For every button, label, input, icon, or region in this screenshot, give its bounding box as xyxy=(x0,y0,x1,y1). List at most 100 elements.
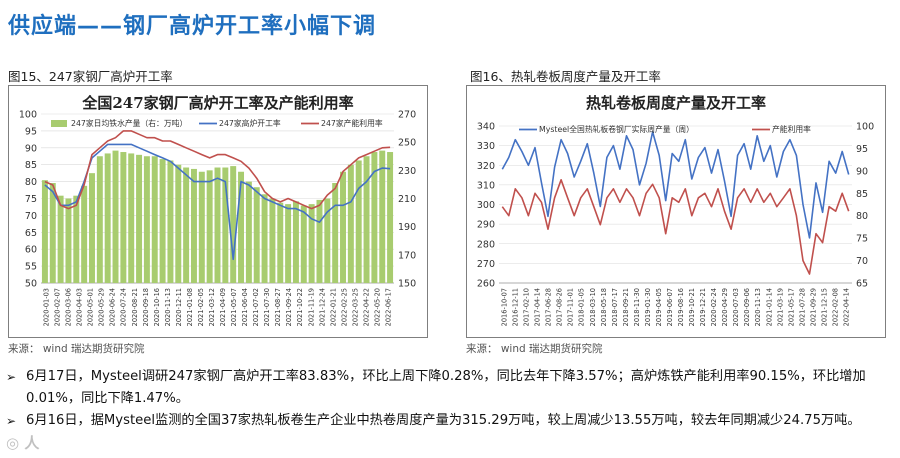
bar xyxy=(112,150,119,283)
bar xyxy=(292,201,299,283)
x-axis-tick-label: 2021-03-19 xyxy=(776,288,784,326)
bar xyxy=(324,198,331,283)
x-axis-tick-label: 2017-02-10 xyxy=(523,288,531,326)
x-axis-tick-label: 2018-05-18 xyxy=(600,288,608,326)
bar xyxy=(285,204,292,283)
left-axis-tick-label: 75 xyxy=(25,194,37,205)
right-axis-tick-label: 90 xyxy=(856,166,868,177)
bar xyxy=(104,153,111,283)
left-axis-tick-label: 60 xyxy=(25,245,37,256)
bar xyxy=(96,156,103,283)
x-axis-tick-label: 2021-04-09 xyxy=(219,288,227,326)
x-axis-tick-label: 2022-03-25 xyxy=(351,288,359,326)
x-axis-tick-label: 2020-12-11 xyxy=(175,288,183,326)
x-axis-tick-label: 2021-12-24 xyxy=(318,288,326,326)
bar xyxy=(308,204,315,283)
x-axis-tick-label: 2021-10-22 xyxy=(296,288,304,326)
bar xyxy=(206,170,213,283)
x-axis-tick-label: 2021-08-27 xyxy=(274,288,282,326)
x-axis-tick-label: 2017-06-28 xyxy=(545,288,553,326)
bar xyxy=(230,166,237,283)
right-axis-tick-label: 95 xyxy=(856,144,868,155)
right-axis-tick-label: 230 xyxy=(398,166,416,177)
series-line xyxy=(44,143,391,261)
source-note: 来源： wind 瑞达期货研究院 xyxy=(466,343,603,355)
left-axis-tick-label: 320 xyxy=(477,161,495,172)
series-line xyxy=(501,179,850,275)
x-axis-tick-label: 2022-01-21 xyxy=(329,288,337,326)
bar xyxy=(347,164,354,283)
x-axis-tick-label: 2020-10-16 xyxy=(153,288,161,326)
x-axis-tick-label: 2019-12-21 xyxy=(699,288,707,326)
x-axis-tick-label: 2021-01-08 xyxy=(186,288,194,326)
x-axis-tick-label: 2017-11-01 xyxy=(567,288,575,326)
x-axis-tick-label: 2020-03-06 xyxy=(65,288,73,326)
hot-rolled-chart-panel: 热轧卷板周度产量及开工率 260 270 280 290 300 310 320 330 340… xyxy=(466,85,886,338)
bar xyxy=(120,152,127,283)
x-axis-tick-label: 2021-06-04 xyxy=(241,288,249,326)
watermark-logo: ◎ 人 xyxy=(6,434,40,452)
x-axis-tick-label: 2020-02-07 xyxy=(54,288,62,326)
right-axis-tick-label: 250 xyxy=(398,138,416,149)
bar xyxy=(363,156,370,283)
left-axis-tick-label: 310 xyxy=(477,180,495,191)
x-axis-tick-label: 2022-06-17 xyxy=(384,288,392,326)
bar xyxy=(65,198,72,283)
left-axis-tick-label: 90 xyxy=(25,143,37,154)
bar xyxy=(245,181,252,283)
left-axis-tick-label: 100 xyxy=(19,110,37,121)
left-axis-tick-label: 70 xyxy=(25,211,37,222)
left-axis-tick-label: 95 xyxy=(25,126,37,137)
x-axis-tick-label: 2021-07-02 xyxy=(252,288,260,326)
x-axis-tick-label: 2021-12-15 xyxy=(820,288,828,326)
x-axis-tick-label: 2020-04-03 xyxy=(76,288,84,326)
right-axis-tick-label: 150 xyxy=(398,279,416,290)
bar xyxy=(379,150,386,283)
x-axis-tick-label: 2018-03-10 xyxy=(589,288,597,326)
x-axis-tick-label: 2020-08-21 xyxy=(131,288,139,326)
legend-label: 247家高炉开工率 xyxy=(219,118,281,128)
series-line xyxy=(501,131,850,239)
x-axis-tick-label: 2021-05-17 xyxy=(787,288,795,326)
bar xyxy=(269,198,276,283)
x-axis-tick-label: 2022-05-20 xyxy=(373,288,381,326)
x-axis-tick-label: 2018-07-17 xyxy=(611,288,619,326)
right-axis-tick-label: 190 xyxy=(398,222,416,233)
x-axis-tick-label: 2018-11-30 xyxy=(633,288,641,326)
x-axis-tick-label: 2022-02-08 xyxy=(831,288,839,326)
x-axis-tick-label: 2021-03-12 xyxy=(208,288,216,326)
left-axis-tick-label: 280 xyxy=(477,239,495,250)
x-axis-tick-label: 2020-05-01 xyxy=(87,288,95,326)
legend-label: 247家日均铁水产量（右：万吨） xyxy=(71,118,187,128)
arrow-bullet-icon: ➢ xyxy=(6,414,17,428)
x-axis-tick-label: 2022-04-14 xyxy=(842,288,850,326)
x-axis-tick-label: 2021-07-30 xyxy=(263,288,271,326)
left-axis-tick-label: 85 xyxy=(25,160,37,171)
right-axis-tick-label: 100 xyxy=(856,122,874,133)
left-axis-tick-label: 50 xyxy=(25,279,37,290)
bar xyxy=(49,183,56,283)
page-title: 供应端——钢厂高炉开工率小幅下调 xyxy=(8,14,377,39)
legend-label: Mysteel全国热轧板卷钢厂实际周产量（周） xyxy=(539,124,694,134)
bar xyxy=(190,168,197,283)
x-axis-tick-label: 2021-07-28 xyxy=(798,288,806,326)
x-axis-tick-label: 2018-09-21 xyxy=(622,288,630,326)
bar xyxy=(387,152,394,283)
left-axis-tick-label: 80 xyxy=(25,177,37,188)
bar xyxy=(41,180,48,283)
x-axis-tick-label: 2019-01-30 xyxy=(644,288,652,326)
x-axis-tick-label: 2020-04-29 xyxy=(721,288,729,326)
chart-title: 全国247家钢厂高炉开工率及产能利用率 xyxy=(82,94,354,112)
bar xyxy=(89,173,95,283)
bar xyxy=(73,195,80,283)
x-axis-tick-label: 2020-01-03 xyxy=(43,288,51,326)
x-axis-tick-label: 2019-06-07 xyxy=(666,288,674,326)
summary-text: 6月16日，据Mysteel监测的全国37家热轧板卷生产企业中热卷周度产量为31… xyxy=(26,413,861,428)
x-axis-tick-label: 2021-02-05 xyxy=(197,288,205,326)
bar xyxy=(340,171,346,283)
left-axis-tick-label: 340 xyxy=(477,122,495,133)
right-axis-tick-label: 170 xyxy=(398,250,416,261)
x-axis-tick-label: 2022-02-25 xyxy=(340,288,348,326)
x-axis-tick-label: 2021-01-14 xyxy=(765,288,773,326)
right-axis-tick-label: 65 xyxy=(856,279,868,290)
